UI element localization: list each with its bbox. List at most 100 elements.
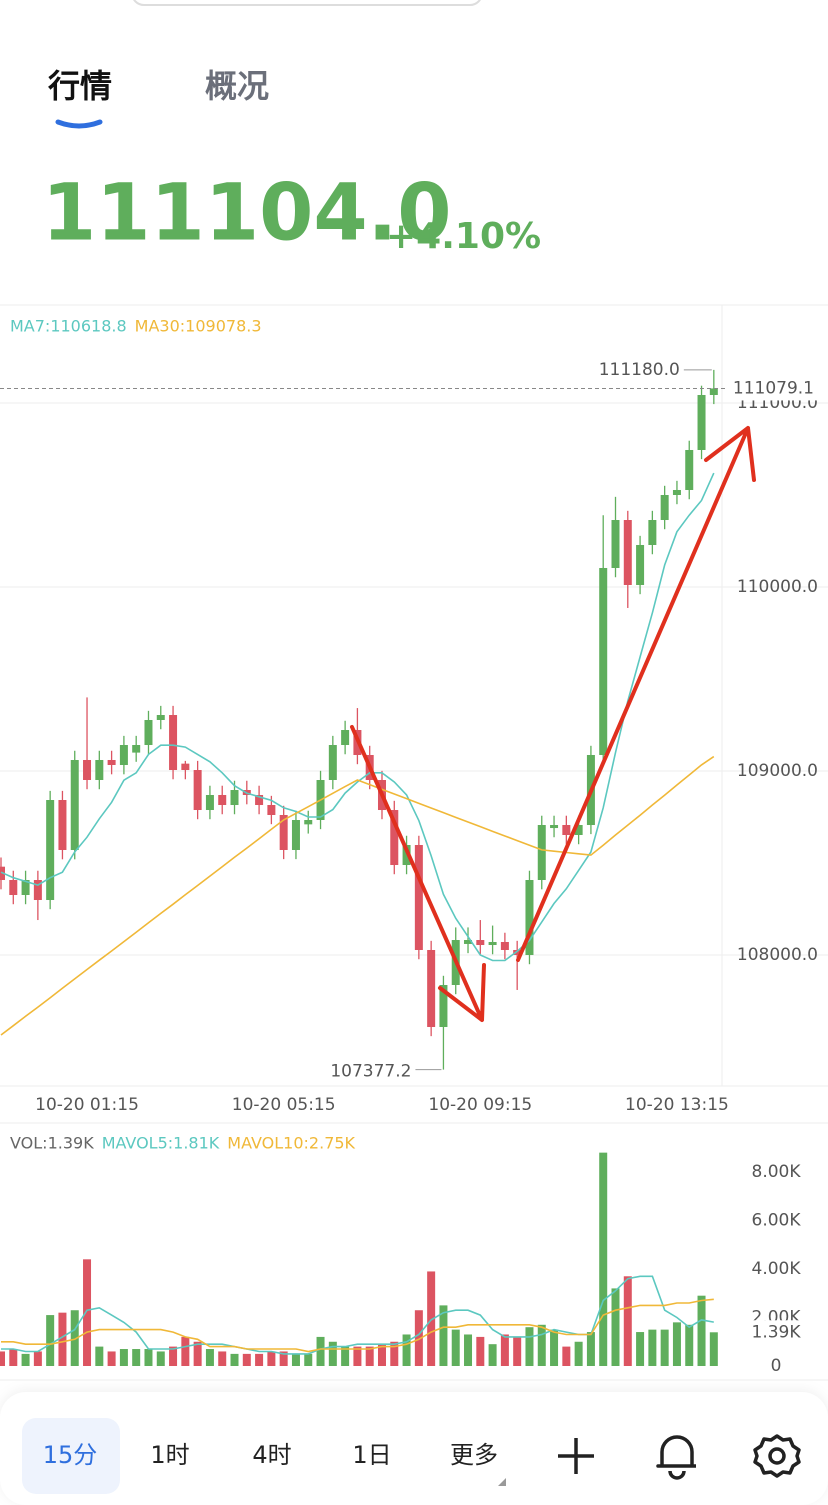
add-button[interactable] xyxy=(558,1438,594,1474)
candle-body xyxy=(144,719,153,746)
volume-bar xyxy=(648,1329,657,1366)
volume-bar xyxy=(132,1349,141,1366)
interval-button[interactable]: 1日 xyxy=(352,1441,391,1469)
volume-bar xyxy=(291,1353,300,1366)
arrow-down xyxy=(350,725,486,1022)
candle-body xyxy=(550,825,559,829)
volume-bar xyxy=(439,1305,448,1366)
volume-bar xyxy=(685,1324,694,1366)
volume-bar xyxy=(255,1353,264,1366)
candle-body xyxy=(46,800,55,901)
candle-body xyxy=(9,880,18,896)
ma-line xyxy=(1,1275,714,1355)
volume-bar xyxy=(660,1329,669,1366)
candle-body xyxy=(205,794,214,811)
volume-bar xyxy=(58,1312,67,1366)
volume-bar xyxy=(205,1349,214,1366)
volume-bar xyxy=(611,1288,620,1366)
tab-active[interactable]: 行情 xyxy=(48,67,112,105)
candle-body xyxy=(636,544,645,585)
x-tick-label: 10-20 09:15 xyxy=(428,1095,532,1115)
volume-bar xyxy=(9,1349,18,1366)
x-tick-label: 10-20 01:15 xyxy=(35,1095,139,1115)
volume-bar xyxy=(156,1351,165,1366)
candle-body xyxy=(83,759,92,780)
candle-body xyxy=(660,494,669,521)
candle-body xyxy=(537,825,546,881)
candle-body xyxy=(291,820,300,850)
volume-bar xyxy=(599,1152,608,1366)
volume-bar xyxy=(328,1341,337,1366)
volume-bar xyxy=(562,1346,571,1366)
volume-bar xyxy=(672,1322,681,1366)
candle-body xyxy=(70,759,79,850)
volume-bar xyxy=(427,1271,436,1366)
candle-body xyxy=(218,794,227,806)
candle-body xyxy=(648,520,657,545)
volume-bar xyxy=(464,1334,473,1366)
volume-bar xyxy=(623,1276,632,1366)
volume-bar xyxy=(488,1344,497,1366)
ma-line xyxy=(1,1298,714,1353)
interval-button[interactable]: 1时 xyxy=(150,1441,189,1469)
candle-body xyxy=(390,810,399,866)
volume-bar xyxy=(218,1351,227,1366)
volume-bar xyxy=(279,1351,288,1366)
candle-body xyxy=(562,825,571,835)
search-bar[interactable] xyxy=(132,0,482,6)
volume-bar xyxy=(476,1336,485,1366)
bell-clapper xyxy=(668,1470,686,1480)
candle-body xyxy=(33,880,42,901)
interval-button[interactable]: 15分 xyxy=(43,1441,98,1469)
candle-body xyxy=(58,800,67,850)
last-price-label: 111079.1 xyxy=(733,378,814,398)
tab-underline xyxy=(55,119,103,129)
candle-body xyxy=(341,730,350,746)
candle-body xyxy=(181,763,190,771)
x-tick-label: 10-20 05:15 xyxy=(232,1095,336,1115)
y-tick-label: 6.00K xyxy=(752,1211,802,1231)
candle-body xyxy=(279,814,288,850)
candle-body xyxy=(464,940,473,944)
volume-bar xyxy=(365,1346,374,1366)
volume-bar xyxy=(193,1341,202,1366)
volume-bar xyxy=(33,1351,42,1366)
change: +4.10% xyxy=(386,216,541,257)
candle-body xyxy=(611,520,620,568)
volume-bar xyxy=(402,1334,411,1366)
volume-bar xyxy=(525,1327,534,1366)
active-interval-bg xyxy=(22,1418,120,1494)
gear-hole xyxy=(768,1447,786,1465)
last-price-badge xyxy=(728,376,828,401)
more-button[interactable]: 更多 xyxy=(450,1441,498,1469)
candle-body xyxy=(574,825,583,835)
settings-button[interactable] xyxy=(753,1434,801,1478)
ma-line xyxy=(0,755,715,1036)
legend-item: MAVOL5:1.81K xyxy=(102,1134,220,1153)
interval-button[interactable]: 4时 xyxy=(252,1441,291,1469)
tab[interactable]: 概况 xyxy=(205,67,269,105)
candle-body xyxy=(255,794,264,806)
candle-body xyxy=(328,745,337,780)
candle-body xyxy=(304,820,313,825)
alert-button[interactable] xyxy=(656,1435,696,1480)
current-volume-label: 1.39K xyxy=(752,1322,802,1342)
more-indicator xyxy=(498,1478,506,1486)
candle-body xyxy=(513,949,522,956)
candle-body xyxy=(119,745,128,766)
y-tick-label: 109000.0 xyxy=(737,761,818,781)
y-tick-label: 110000.0 xyxy=(737,577,818,597)
candle-body xyxy=(599,567,608,755)
candle-body xyxy=(427,949,436,1028)
y-tick-label: 0 xyxy=(771,1356,782,1376)
candle-body xyxy=(709,388,718,395)
annotation-arrows xyxy=(350,426,756,1022)
candle-body xyxy=(697,394,706,450)
volume-bar xyxy=(46,1315,55,1366)
toolbar xyxy=(0,1392,828,1505)
volume-bar xyxy=(181,1336,190,1366)
volume-bar xyxy=(107,1351,116,1366)
volume-bar xyxy=(451,1329,460,1366)
volume-bar xyxy=(21,1353,30,1366)
